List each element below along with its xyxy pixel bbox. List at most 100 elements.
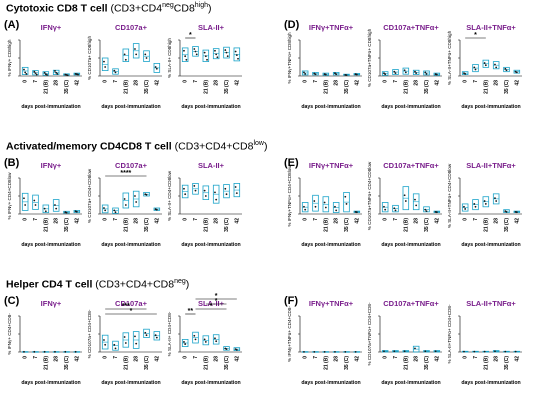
data-point: [43, 350, 46, 353]
data-point: [224, 187, 227, 190]
panel-D-2: CD107a+TNFα+ % CD107a+TNFα+ CD8high 0 7 21 (…: [367, 23, 442, 110]
x-tick-label: 21 (B): [483, 80, 489, 94]
x-tick-label: 28: [134, 80, 140, 86]
data-point: [237, 57, 239, 60]
data-point: [46, 74, 48, 76]
data-point: [225, 348, 228, 351]
data-point: [145, 334, 148, 337]
data-point: [193, 48, 196, 50]
data-point: [155, 336, 158, 339]
x-axis-label: days post-immunization: [301, 380, 360, 386]
x-tick-label: 7: [113, 356, 119, 359]
data-point: [304, 72, 307, 75]
panel-title: CD107a+TNFα+: [383, 161, 439, 170]
panel-C-3: SLA-II+ % SLA-II+ CD4+CD8- 0 7 21 (B) 28 35 (C…: [167, 293, 242, 386]
x-tick-label: 35 (C): [344, 356, 350, 370]
x-tick-label: 21 (B): [203, 218, 209, 232]
data-point: [77, 73, 79, 76]
data-point: [404, 200, 407, 202]
data-point: [394, 209, 397, 212]
data-point: [414, 347, 416, 350]
data-point: [235, 348, 238, 351]
x-tick-label: 21 (B): [123, 356, 129, 370]
panel-title: SLA-II+TNFα+: [466, 23, 516, 32]
data-point: [463, 350, 465, 353]
y-axis-label: % IFNγ+ CD8high: [7, 39, 12, 76]
data-point: [384, 208, 387, 211]
x-tick-label: 28: [414, 218, 420, 224]
y-axis-label: % IFNγ+TNFα+ CD4+CD8-: [287, 306, 292, 362]
data-point: [435, 211, 438, 214]
data-point: [214, 49, 216, 52]
panel-title: IFNγ+: [41, 23, 62, 32]
panel-title: SLA-II+: [198, 299, 225, 308]
panel-title: IFNγ+TNFα+: [309, 161, 354, 170]
y-axis-label: % CD107a+TNFα+ CD4+CD8-: [367, 302, 372, 366]
data-point: [183, 341, 185, 343]
x-tick-label: 0: [463, 218, 469, 221]
data-point: [355, 211, 358, 214]
data-point: [314, 205, 317, 208]
data-point: [134, 48, 136, 50]
data-point: [334, 205, 336, 208]
significance-label: ****: [120, 170, 131, 177]
x-tick-label: 42: [154, 80, 160, 86]
significance-label: ***: [122, 303, 130, 310]
data-point: [193, 185, 196, 187]
x-tick-label: 21 (B): [403, 356, 409, 370]
x-tick-label: 21 (B): [323, 218, 329, 232]
x-tick-label: 35 (C): [144, 218, 150, 232]
x-tick-label: 35 (C): [144, 356, 150, 370]
x-axis-label: days post-immunization: [21, 242, 80, 248]
data-point: [323, 350, 326, 353]
x-tick-label: 0: [103, 356, 109, 359]
y-axis-label: % CD107a+TNFα+ CD4+CD8low: [367, 161, 372, 230]
panel-C-1: (C) IFNγ+ % IFNγ+ CD4+CD8- 0 7 21 (B) 28 35 (C)…: [4, 295, 82, 386]
y-axis-label: % IFNγ+TNFα+ CD4+CD8low: [287, 165, 292, 227]
data-point: [434, 350, 437, 353]
data-point: [194, 50, 197, 53]
x-tick-label: 35 (C): [64, 218, 70, 232]
significance-label: *: [189, 32, 192, 39]
y-axis-label: % CD107a+ CD4+CD8-: [87, 309, 92, 358]
data-point: [474, 205, 477, 208]
data-point: [494, 350, 496, 353]
significance-label: *: [130, 308, 133, 315]
panel-title: CD107a+: [115, 23, 148, 32]
data-point: [313, 350, 316, 353]
data-point: [303, 205, 305, 208]
x-tick-label: 35 (C): [424, 356, 430, 370]
x-axis-label: days post-immunization: [461, 242, 520, 248]
panel-B-3: SLA-II+ % SLA-II+ CD4+CD8low 0 7 21 (B) 28 35 …: [167, 161, 242, 248]
panel-title: SLA-II+: [198, 23, 225, 32]
x-axis-label: days post-immunization: [101, 104, 160, 110]
x-axis-label: days post-immunization: [381, 242, 440, 248]
panel-title: CD107a+TNFα+: [383, 23, 439, 32]
data-point: [135, 53, 138, 56]
y-axis-label: % CD107a+ CD4+CD8low: [87, 168, 92, 223]
section-title-activated-memory: Activated/memory CD4CD8 T cell (CD3+CD4+…: [6, 140, 268, 153]
x-tick-label: 21 (B): [43, 356, 49, 370]
data-point: [134, 335, 136, 338]
data-point: [226, 55, 229, 58]
data-point: [215, 53, 218, 56]
x-tick-label: 42: [354, 356, 360, 362]
data-point: [216, 56, 219, 59]
x-tick-label: 0: [183, 218, 189, 221]
x-tick-label: 0: [303, 356, 309, 359]
x-tick-label: 42: [514, 80, 520, 86]
data-point: [24, 71, 27, 74]
data-point: [114, 211, 117, 214]
x-tick-label: 28: [134, 356, 140, 362]
data-point: [114, 71, 117, 74]
data-point: [334, 72, 336, 75]
data-point: [74, 350, 77, 353]
y-axis-label: % SLA-II+TNFα+ CD4+CD8low: [447, 163, 452, 228]
data-point: [56, 72, 59, 75]
x-tick-label: 7: [313, 80, 319, 83]
data-point: [23, 350, 25, 353]
data-point: [384, 73, 387, 76]
panel-title: CD107a+: [115, 161, 148, 170]
data-point: [495, 66, 498, 69]
